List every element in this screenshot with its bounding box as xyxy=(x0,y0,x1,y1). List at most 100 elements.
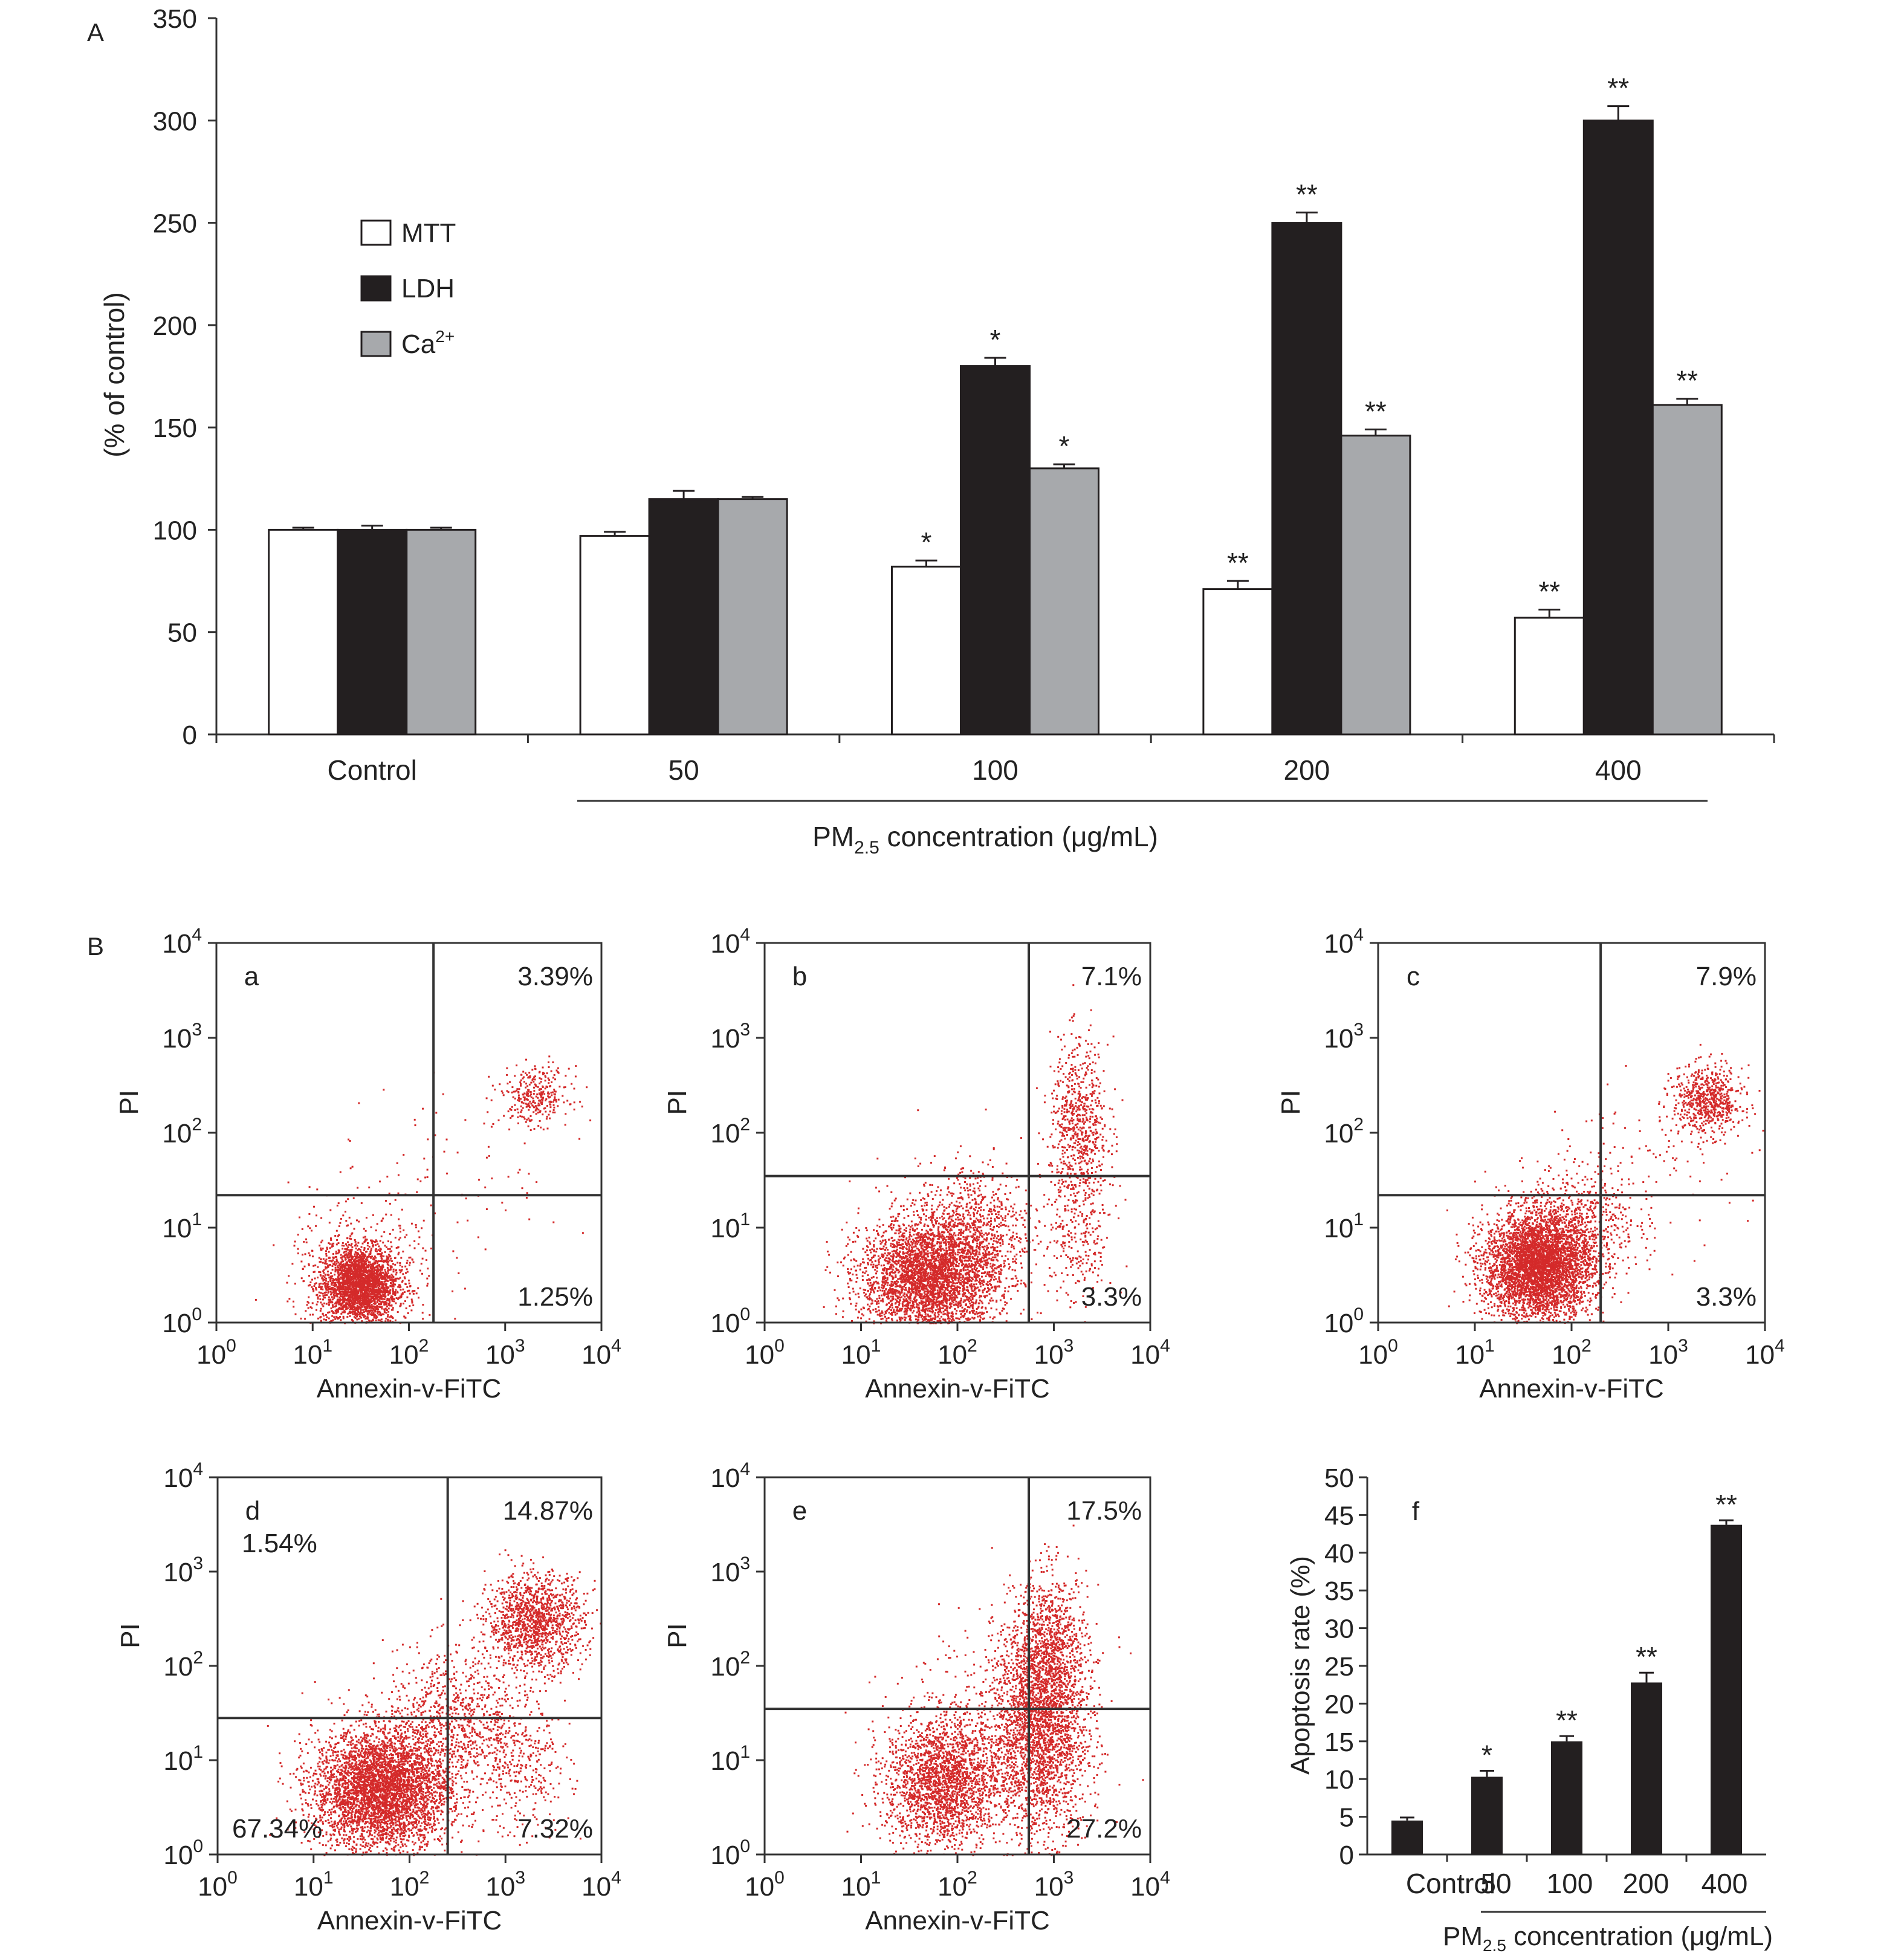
scatter-point xyxy=(897,1215,899,1217)
scatter-point xyxy=(915,1318,917,1321)
scatter-point xyxy=(552,1061,554,1063)
scatter-point xyxy=(527,1089,529,1091)
scatter-point xyxy=(330,1294,332,1296)
scatter-point xyxy=(317,1277,319,1278)
scatter-point xyxy=(866,1279,869,1281)
scatter-point xyxy=(564,1124,566,1126)
scatter-point xyxy=(881,1294,882,1297)
scatter-point xyxy=(970,1299,972,1301)
scatter-point xyxy=(371,1239,373,1242)
scatter-point xyxy=(420,1263,423,1265)
scatter-point xyxy=(516,1108,519,1110)
scatter-point xyxy=(1009,1266,1011,1268)
scatter-point xyxy=(957,1306,959,1309)
scatter-point xyxy=(361,1284,364,1286)
scatter-point xyxy=(512,1096,514,1098)
scatter-point xyxy=(386,1257,389,1259)
scatter-point xyxy=(301,1228,303,1230)
scatter-point xyxy=(506,1090,508,1092)
scatter-point xyxy=(402,1288,404,1291)
bar-ldh xyxy=(1582,119,1654,736)
scatter-point xyxy=(534,1078,536,1081)
scatter-point xyxy=(351,1262,353,1264)
scatter-point xyxy=(507,1176,510,1178)
scatter-point xyxy=(306,1301,309,1303)
scatter-point xyxy=(505,1209,507,1211)
scatter-point xyxy=(340,1265,342,1268)
scatter-point xyxy=(895,1229,898,1232)
scatter-point xyxy=(336,1239,338,1241)
scatter-point xyxy=(325,1286,328,1288)
scatter-point xyxy=(864,1251,867,1254)
scatter-point xyxy=(525,1072,526,1075)
scatter-point xyxy=(385,1200,387,1202)
scatter-point xyxy=(922,1234,925,1237)
scatter-point xyxy=(380,1301,383,1303)
scatter-point xyxy=(968,1274,971,1276)
scatter-point xyxy=(326,1294,328,1296)
scatter-point xyxy=(880,1265,882,1267)
scatter-point xyxy=(340,1271,343,1273)
legend-swatch xyxy=(360,331,392,357)
scatter-point xyxy=(517,1171,520,1174)
scatter-point xyxy=(399,1262,401,1264)
scatter-point xyxy=(412,1261,415,1263)
panel-label-B: B xyxy=(87,932,104,960)
scatter-point xyxy=(360,1260,363,1262)
scatter-point xyxy=(317,1317,319,1320)
scatter-point xyxy=(487,1111,489,1113)
scatter-point xyxy=(456,1257,458,1259)
scatter-point xyxy=(911,1247,913,1249)
scatter-point xyxy=(322,1280,325,1282)
scatter-point xyxy=(320,1258,322,1260)
scatter-point xyxy=(551,1081,553,1083)
scatter-point xyxy=(341,1274,343,1276)
scatter-point xyxy=(329,1280,332,1283)
scatter-point xyxy=(322,1298,324,1301)
scatter-point xyxy=(354,1245,356,1247)
scatter-point xyxy=(494,1089,496,1091)
scatter-point xyxy=(365,1307,367,1309)
scatter-point xyxy=(375,1239,377,1242)
scatter-point xyxy=(855,1281,858,1283)
scatter-point xyxy=(374,1269,377,1271)
scatter-point xyxy=(416,1191,418,1193)
scatter-point xyxy=(537,1086,539,1088)
scatter-point xyxy=(1012,1224,1014,1226)
scatter-point xyxy=(895,1268,898,1270)
scatter-point xyxy=(356,1245,358,1247)
scatter-point xyxy=(347,1292,349,1294)
scatter-point xyxy=(517,1094,520,1096)
scatter-point xyxy=(912,1243,914,1246)
scatter-point xyxy=(342,1214,345,1217)
scatter-point xyxy=(380,1283,383,1286)
scatter-point xyxy=(354,1306,356,1308)
scatter-point xyxy=(352,1283,354,1285)
scatter-point xyxy=(377,1265,379,1266)
scatter-point xyxy=(372,1240,375,1243)
scatter-point xyxy=(384,1296,386,1298)
scatter-point xyxy=(387,1310,390,1313)
scatter-point xyxy=(371,1248,372,1250)
scatter-point xyxy=(544,1107,546,1109)
scatter-point xyxy=(350,1238,352,1240)
scatter-point xyxy=(965,1260,968,1262)
scatter-point xyxy=(414,1124,416,1127)
scatter-point xyxy=(589,1119,592,1122)
scatter-point xyxy=(318,1286,320,1288)
scatter-point xyxy=(965,1318,968,1320)
scatter-point xyxy=(500,1090,503,1092)
scatter-point xyxy=(871,1300,873,1302)
scatter-point xyxy=(364,1315,366,1318)
scatter-point xyxy=(328,1286,331,1288)
scatter-point xyxy=(348,1266,350,1269)
scatter-point xyxy=(1008,1286,1010,1288)
scatter-point xyxy=(361,1252,364,1255)
scatter-point xyxy=(360,1303,362,1304)
scatter-point xyxy=(540,1101,543,1104)
scatter-point xyxy=(907,1269,910,1271)
scatter-point xyxy=(392,1271,395,1273)
scatter-point xyxy=(900,1205,902,1208)
scatter-point xyxy=(529,1115,532,1117)
scatter-point xyxy=(330,1320,332,1322)
